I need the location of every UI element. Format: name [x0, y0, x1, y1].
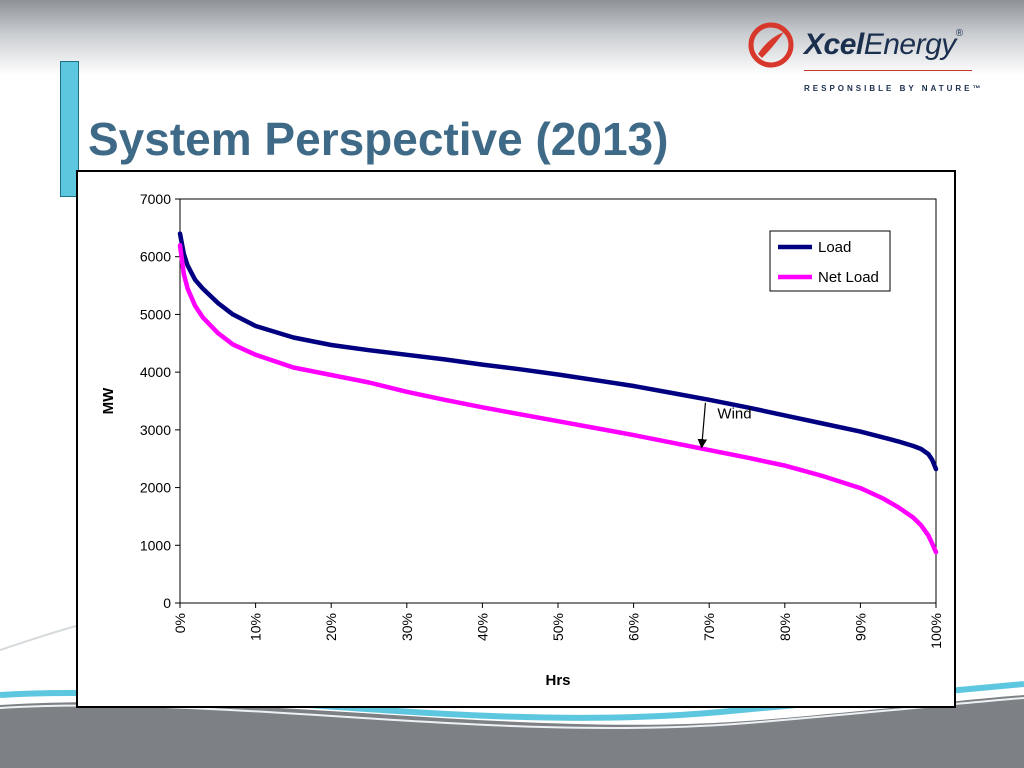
x-tick-label: 80%	[777, 613, 793, 641]
y-tick-label: 1000	[140, 537, 171, 553]
y-axis-label: MW	[100, 387, 117, 414]
x-tick-label: 60%	[626, 613, 642, 641]
x-tick-label: 10%	[248, 613, 264, 641]
x-tick-label: 90%	[852, 613, 868, 641]
load-duration-chart: 0 1000 2000 3000 4000 5000 6000 7000 0% 10% 20% 30%…	[100, 191, 944, 689]
legend-entry: Net Load	[818, 269, 879, 286]
x-tick-label: 30%	[399, 613, 415, 641]
logo-tagline: RESPONSIBLE BY NATURE™	[804, 84, 984, 93]
chart-frame: 0 1000 2000 3000 4000 5000 6000 7000 0% 10% 20% 30%…	[76, 170, 956, 708]
title-accent-bar	[60, 61, 79, 197]
bottom-gray-wave	[0, 695, 1024, 768]
series-line-load	[177, 231, 939, 472]
xcel-swoosh-icon	[748, 22, 794, 68]
wind-annotation-label: Wind	[717, 406, 751, 423]
y-tick-label: 3000	[140, 422, 171, 438]
legend	[769, 230, 891, 292]
y-tick-label: 7000	[140, 191, 171, 207]
wind-annotation-arrow	[697, 402, 708, 449]
xcel-energy-logo: XcelEnergy® RESPONSIBLE BY NATURE™	[748, 20, 981, 93]
y-tick-label: 4000	[140, 364, 171, 380]
slide-title: System Perspective (2013)	[88, 113, 669, 165]
y-tick-label: 6000	[140, 249, 171, 265]
x-tick-label: 40%	[474, 613, 490, 641]
logo-brand-bold: Xcel	[804, 28, 864, 61]
x-tick-label: 20%	[323, 613, 339, 641]
y-tick-label: 0	[163, 595, 171, 611]
logo-brand-light: Energy	[863, 28, 957, 61]
bottom-light-swoosh	[0, 624, 81, 651]
legend-entry: Load	[818, 239, 851, 256]
x-tick-label: 70%	[701, 613, 717, 641]
x-tick-label: 0%	[172, 613, 188, 633]
logo-rule	[804, 70, 972, 71]
x-tick-label: 50%	[550, 613, 566, 641]
top-gradient-band	[0, 0, 1024, 75]
logo-wordmark: XcelEnergy®	[804, 28, 963, 62]
logo-registered: ®	[955, 28, 963, 39]
x-tick-label: 100%	[928, 613, 944, 649]
y-tick-label: 5000	[140, 306, 171, 322]
y-tick-label: 2000	[140, 480, 171, 496]
series-line-net-load	[177, 242, 939, 555]
x-axis-label: Hrs	[545, 672, 570, 689]
